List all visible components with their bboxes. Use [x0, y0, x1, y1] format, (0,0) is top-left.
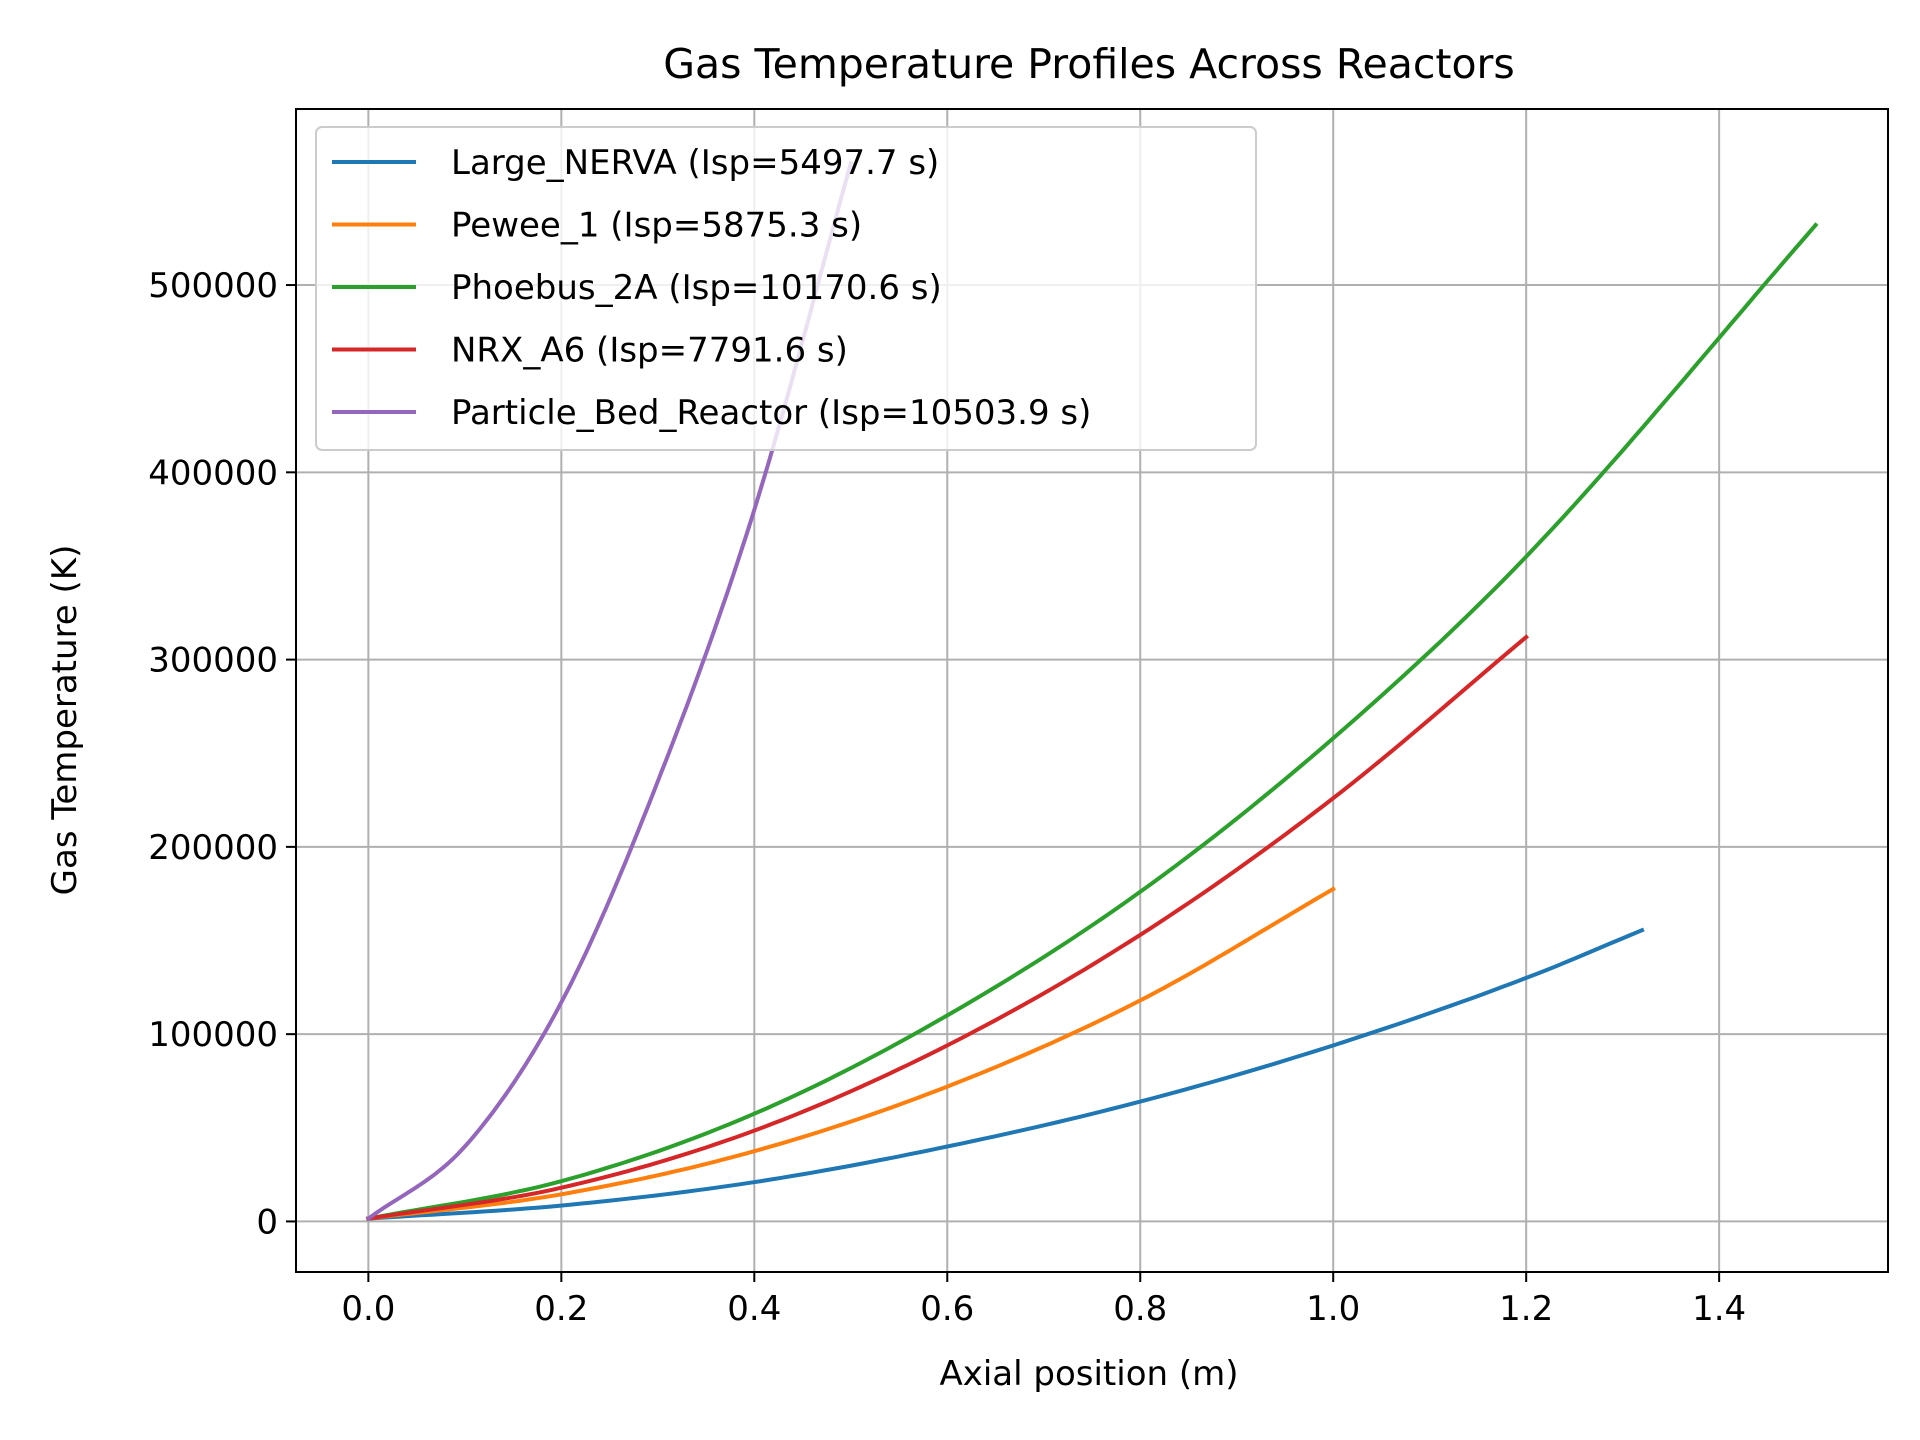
chart-title: Gas Temperature Profiles Across Reactors	[663, 40, 1515, 88]
x-tick-label: 0.8	[1113, 1289, 1167, 1329]
y-tick-label: 200000	[148, 828, 278, 868]
x-tick-label: 0.2	[534, 1289, 588, 1329]
series-line-3	[366, 222, 1819, 1221]
series-line-2	[366, 886, 1336, 1221]
legend-items: Large_NERVA (Isp=5497.7 s) Pewee_1 (Isp=5…	[332, 143, 1091, 433]
x-tick-label: 1.4	[1692, 1289, 1746, 1329]
legend-label: Phoebus_2A (Isp=10170.6 s)	[451, 268, 942, 308]
series-line-4	[366, 634, 1530, 1221]
legend-label: Particle_Bed_Reactor (Isp=10503.9 s)	[451, 393, 1091, 433]
series-line-1	[366, 927, 1645, 1221]
series-line-5	[365, 160, 854, 1222]
legend-label: Pewee_1 (Isp=5875.3 s)	[451, 206, 862, 246]
y-tick-label: 400000	[148, 453, 278, 493]
series-layer	[365, 160, 1819, 1222]
x-tick-label: 0.4	[727, 1289, 781, 1329]
x-axis-ticks: 0.0 0.2 0.4 0.6 0.8 1.0 1.2 1.4	[341, 1272, 1746, 1329]
x-tick-label: 1.2	[1499, 1289, 1553, 1329]
legend-label: Large_NERVA (Isp=5497.7 s)	[451, 143, 939, 183]
plot-frame	[295, 108, 1889, 1273]
y-tick-label: 0	[256, 1202, 278, 1242]
x-tick-label: 0.0	[341, 1289, 395, 1329]
x-axis-label: Axial position (m)	[939, 1354, 1238, 1394]
y-tick-label: 500000	[148, 266, 278, 306]
legend: Large_NERVA (Isp=5497.7 s) Pewee_1 (Isp=5…	[315, 126, 1257, 451]
x-tick-label: 0.6	[920, 1289, 974, 1329]
legend-box	[315, 126, 1257, 451]
x-tick-label: 1.0	[1306, 1289, 1360, 1329]
y-axis-label: Gas Temperature (K)	[45, 545, 85, 896]
y-tick-label: 100000	[148, 1015, 278, 1055]
y-tick-label: 300000	[148, 641, 278, 681]
legend-label: NRX_A6 (Isp=7791.6 s)	[451, 331, 848, 371]
y-axis-ticks: 0 100000 200000 300000 400000 500000	[148, 266, 296, 1242]
